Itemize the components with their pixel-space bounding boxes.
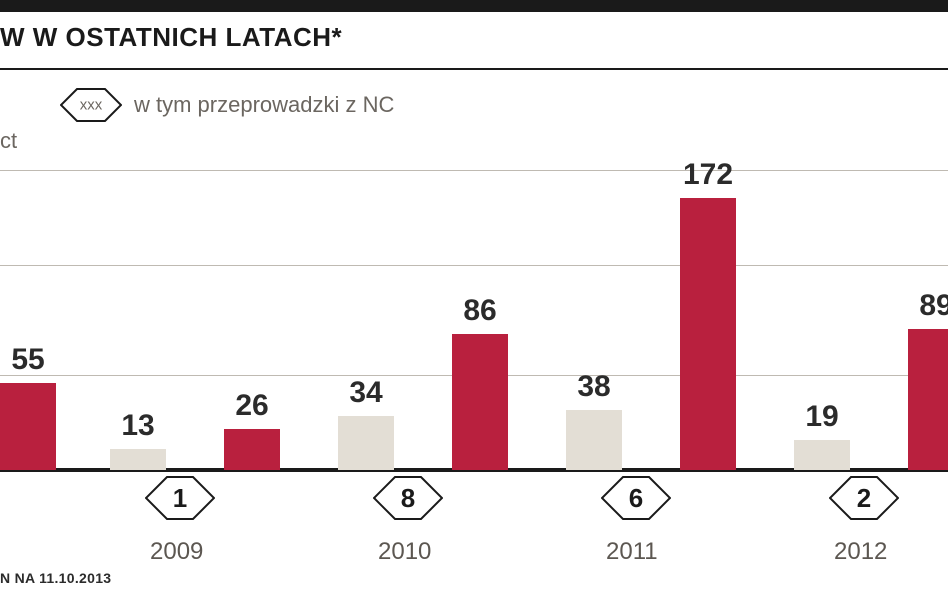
legend-line-2: ct bbox=[0, 128, 17, 154]
bar-grey-1 bbox=[110, 449, 166, 470]
svg-text:xxx: xxx bbox=[80, 97, 103, 114]
legend-hex-icon: xxx bbox=[60, 88, 122, 122]
hex-badge-2: 8 bbox=[373, 476, 443, 520]
title-rule bbox=[0, 68, 948, 70]
footnote: N NA 11.10.2013 bbox=[0, 570, 111, 586]
bar-red-0-label: 55 bbox=[0, 343, 68, 377]
chart-title: W W OSTATNICH LATACH* bbox=[0, 22, 342, 53]
bar-grey-4 bbox=[794, 440, 850, 470]
bar-grey-2-label: 34 bbox=[326, 376, 406, 410]
bar-red-2 bbox=[452, 334, 508, 470]
gridline bbox=[0, 170, 948, 171]
bar-red-1 bbox=[224, 429, 280, 470]
legend-text: w tym przeprowadzki z NC bbox=[134, 92, 394, 118]
xlabel-2009: 2009 bbox=[150, 538, 203, 566]
gridline bbox=[0, 265, 948, 266]
bar-red-3-label: 172 bbox=[668, 158, 748, 192]
bar-red-4-label: 89 bbox=[896, 289, 948, 323]
xlabel-2011: 2011 bbox=[606, 538, 658, 566]
top-accent-bar bbox=[0, 0, 948, 12]
bar-grey-1-label: 13 bbox=[98, 409, 178, 443]
hex-badge-1: 1 bbox=[145, 476, 215, 520]
chart-plot-area: 551326 13486 838172 61989 2 bbox=[0, 170, 948, 470]
bar-grey-4-label: 19 bbox=[782, 400, 862, 434]
legend-row: xxx w tym przeprowadzki z NC bbox=[60, 88, 394, 122]
bar-grey-2 bbox=[338, 416, 394, 470]
bar-grey-3 bbox=[566, 410, 622, 470]
hex-badge-3: 6 bbox=[601, 476, 671, 520]
xlabel-2010: 2010 bbox=[378, 538, 431, 566]
bar-grey-3-label: 38 bbox=[554, 370, 634, 404]
xlabel-2012: 2012 bbox=[834, 538, 887, 566]
bar-red-0 bbox=[0, 383, 56, 470]
bar-red-3 bbox=[680, 198, 736, 470]
bar-red-1-label: 26 bbox=[212, 389, 292, 423]
bar-red-4 bbox=[908, 329, 948, 470]
bar-red-2-label: 86 bbox=[440, 294, 520, 328]
hex-badge-4: 2 bbox=[829, 476, 899, 520]
